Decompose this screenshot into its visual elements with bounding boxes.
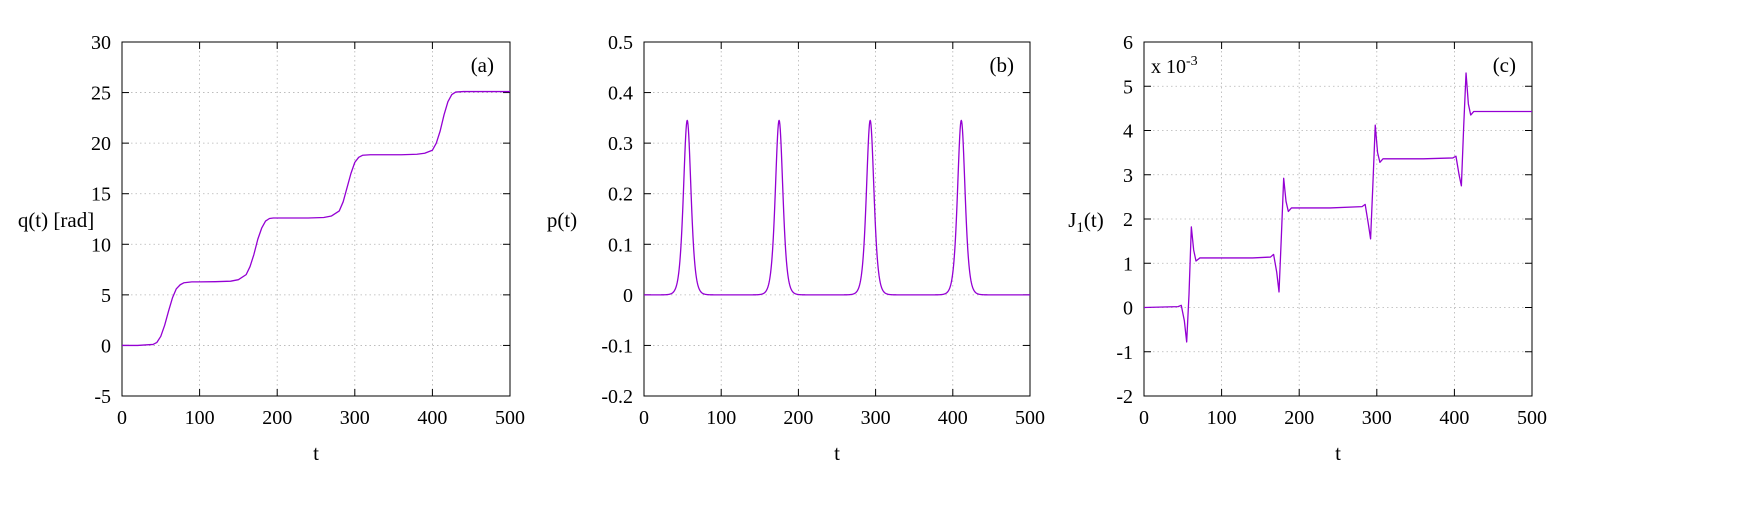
x-tick-label: 400 (417, 407, 447, 429)
panel-label-c: (c) (1493, 53, 1516, 77)
y-tick-label: 0.4 (608, 83, 633, 105)
plot-frame-a (121, 41, 511, 397)
y-axis-label-a: q(t) [rad] (18, 208, 94, 232)
x-tick-label: 100 (706, 407, 736, 429)
y-tick-label: -0.1 (601, 335, 633, 357)
y-tick-label: 0 (1123, 298, 1133, 320)
y-tick-label: 30 (91, 32, 111, 54)
y-tick-label: 0.1 (608, 234, 633, 256)
y-tick-label: 1 (1123, 253, 1133, 275)
y-tick-label: 5 (101, 285, 111, 307)
x-tick-label: 0 (1139, 407, 1149, 429)
y-tick-label: 20 (91, 133, 111, 155)
y-tick-label: 0.2 (608, 184, 633, 206)
y-axis-label-b: p(t) (547, 208, 577, 232)
x-tick-label: 200 (262, 407, 292, 429)
x-tick-label: 300 (1362, 407, 1392, 429)
x-tick-label: 400 (938, 407, 968, 429)
panel-label-a: (a) (471, 53, 494, 77)
series-line-q (122, 90, 510, 347)
y-tick-label: -0.2 (601, 386, 633, 408)
y-tick-label: 25 (91, 83, 111, 105)
plot-frame-b (643, 41, 1031, 397)
x-tick-label: 500 (1015, 407, 1045, 429)
y-axis-label-c-main: J (1068, 208, 1076, 232)
y-axis-label-c: J1(t) (1068, 208, 1104, 236)
x-axis-label-a: t (313, 441, 319, 465)
ticks-c: 0 100 200 300 400 500 -2 -1 0 1 2 3 4 5 6 (1116, 32, 1547, 429)
scale-multiplier-exponent: -3 (1186, 54, 1198, 69)
y-tick-label: 0.5 (608, 32, 633, 54)
x-tick-label: 400 (1439, 407, 1469, 429)
y-tick-label: 0 (101, 335, 111, 357)
x-tick-label: 200 (1284, 407, 1314, 429)
y-tick-label: -1 (1116, 342, 1133, 364)
x-tick-label: 500 (495, 407, 525, 429)
x-tick-label: 500 (1517, 407, 1547, 429)
scale-multiplier-base: x 10 (1151, 56, 1186, 78)
x-tick-label: 0 (639, 407, 649, 429)
y-tick-label: 6 (1123, 32, 1133, 54)
x-axis-label-c: t (1335, 441, 1341, 465)
y-tick-label: 3 (1123, 165, 1133, 187)
y-tick-label: -5 (94, 386, 111, 408)
x-tick-label: 200 (783, 407, 813, 429)
panel-a: 0 100 200 300 400 500 -5 0 5 10 15 20 25 30 (a) t q(t… (18, 32, 525, 465)
ticks-a: 0 100 200 300 400 500 -5 0 5 10 15 20 25 30 (91, 32, 525, 429)
grid-a (122, 42, 510, 396)
x-tick-label: 300 (340, 407, 370, 429)
y-axis-label-c-sub: 1 (1076, 220, 1084, 236)
x-tick-label: 100 (1207, 407, 1237, 429)
y-tick-label: 5 (1123, 76, 1133, 98)
y-tick-label: 4 (1123, 121, 1133, 143)
y-axis-label-c-suffix: (t) (1084, 208, 1104, 232)
series-line-p (643, 119, 1031, 296)
x-tick-label: 300 (861, 407, 891, 429)
x-tick-label: 100 (185, 407, 215, 429)
y-tick-label: 15 (91, 184, 111, 206)
scale-multiplier-label: x 10-3 (1151, 54, 1198, 78)
grid-b (644, 42, 1030, 396)
panel-label-b: (b) (990, 53, 1015, 77)
y-tick-label: 2 (1123, 209, 1133, 231)
x-tick-label: 0 (117, 407, 127, 429)
y-tick-label: 10 (91, 234, 111, 256)
y-tick-label: -2 (1116, 386, 1133, 408)
grid-c (1144, 42, 1532, 396)
x-axis-label-b: t (834, 441, 840, 465)
y-tick-label: 0 (623, 285, 633, 307)
series-line-j1 (1143, 72, 1532, 343)
panel-b: 0 100 200 300 400 500 -0.2 -0.1 0 0.1 0.2 0.3 0.4 0.5… (547, 32, 1045, 465)
ticks-b: 0 100 200 300 400 500 -0.2 -0.1 0 0.1 0.2 0.3 0.4 0.5 (601, 32, 1045, 429)
y-tick-label: 0.3 (608, 133, 633, 155)
